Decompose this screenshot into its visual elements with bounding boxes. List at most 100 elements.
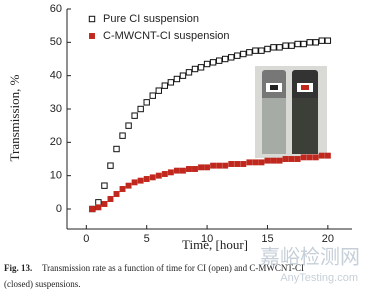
caption: (closed) suspensions. (4, 279, 81, 289)
legend-label: Pure CI suspension (103, 13, 199, 25)
marker (113, 191, 120, 197)
marker (276, 44, 283, 51)
marker (155, 87, 162, 94)
marker (101, 182, 108, 189)
x-tick-label: 5 (144, 233, 150, 245)
y-tick-label: 30 (50, 103, 62, 115)
marker (173, 75, 181, 83)
marker (149, 92, 156, 99)
marker (143, 99, 150, 106)
marker (125, 122, 132, 129)
watermark: AnyTesting.com (280, 272, 358, 284)
marker (240, 161, 247, 167)
marker (101, 201, 108, 207)
marker (161, 171, 168, 177)
marker (252, 159, 259, 166)
marker (258, 47, 265, 54)
y-tick-label: 10 (50, 170, 62, 182)
marker (192, 166, 198, 172)
marker (191, 65, 199, 73)
marker (246, 159, 253, 166)
marker (318, 152, 325, 159)
marker (186, 166, 192, 172)
marker (179, 72, 187, 79)
marker (294, 40, 301, 48)
marker (222, 162, 229, 169)
marker (149, 174, 156, 181)
caption: Transmission rate as a function of time … (42, 263, 304, 273)
x-tick-label: 10 (201, 233, 213, 245)
marker (119, 186, 126, 192)
marker (294, 156, 301, 162)
legend-marker (89, 33, 95, 39)
legend-marker (88, 15, 96, 23)
marker (252, 47, 259, 54)
marker (155, 172, 162, 179)
legend-label: C-MWCNT-CI suspension (103, 30, 230, 42)
marker (203, 60, 211, 68)
inset-photo (255, 66, 327, 158)
marker (143, 176, 150, 182)
marker (204, 164, 211, 171)
marker (137, 177, 144, 184)
marker (216, 162, 223, 169)
marker (234, 52, 241, 59)
marker (185, 69, 193, 76)
marker (221, 55, 229, 63)
marker (119, 132, 126, 139)
marker (324, 37, 332, 44)
marker (282, 156, 289, 162)
marker (288, 42, 295, 49)
marker (276, 157, 283, 164)
marker (228, 54, 235, 61)
marker (318, 37, 326, 44)
marker (131, 112, 138, 119)
marker (95, 204, 102, 211)
marker (312, 39, 319, 46)
caption-label: Fig. 13. (4, 263, 32, 273)
y-tick-label: 50 (50, 36, 62, 48)
y-tick-label: 0 (56, 203, 62, 215)
marker (234, 161, 241, 167)
marker (306, 154, 313, 161)
marker (89, 206, 96, 212)
marker (306, 39, 313, 46)
x-tick-label: 15 (261, 233, 273, 245)
marker (167, 79, 175, 86)
marker (312, 154, 319, 161)
marker (264, 45, 271, 53)
x-axis-label: Time, [hour] (182, 237, 248, 252)
y-axis-label: Transmission, % (7, 74, 22, 161)
marker (107, 196, 114, 202)
marker (288, 156, 295, 162)
marker (270, 44, 277, 51)
marker (240, 50, 247, 58)
marker (300, 154, 307, 161)
marker (270, 157, 277, 164)
marker (161, 82, 169, 89)
marker (210, 162, 217, 169)
y-tick-label: 20 (50, 136, 62, 148)
marker (209, 59, 217, 66)
marker (300, 40, 307, 48)
y-tick-label: 40 (50, 70, 62, 82)
x-tick-label: 0 (83, 233, 89, 245)
marker (173, 167, 180, 174)
marker (258, 159, 265, 166)
marker (246, 49, 253, 56)
marker (179, 167, 186, 174)
marker (282, 42, 289, 49)
marker (107, 162, 114, 169)
marker (125, 182, 132, 189)
marker (324, 152, 331, 159)
y-tick-label: 60 (50, 3, 62, 15)
marker (113, 145, 120, 153)
marker (167, 169, 174, 176)
marker (264, 157, 271, 164)
marker (198, 164, 204, 171)
marker (131, 179, 138, 186)
x-tick-label: 20 (322, 233, 334, 245)
marker (95, 199, 102, 206)
marker (137, 105, 144, 113)
